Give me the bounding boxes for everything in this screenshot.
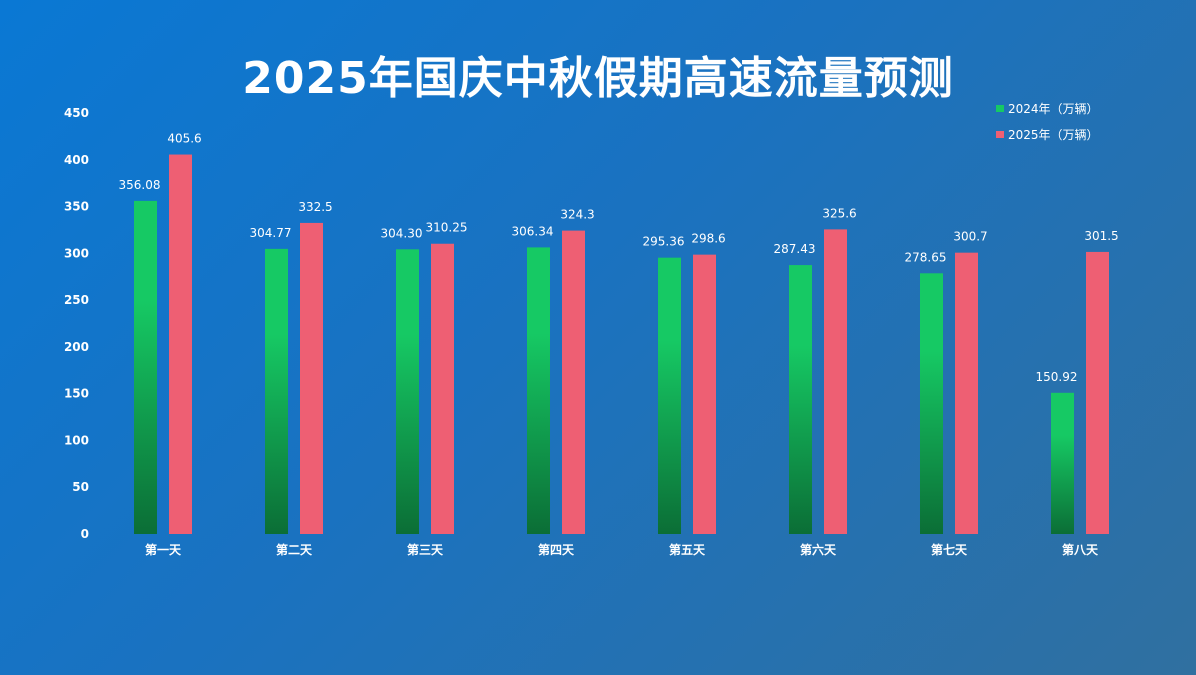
- y-tick-label: 350: [64, 200, 89, 214]
- bar-2025: [693, 254, 716, 534]
- chart-title: 2025年国庆中秋假期高速流量预测: [242, 53, 954, 104]
- bar-2025: [562, 230, 585, 534]
- data-label: 324.3: [560, 208, 594, 222]
- bar-2025: [169, 154, 192, 534]
- y-tick-label: 100: [64, 433, 89, 447]
- data-label: 295.36: [643, 235, 685, 249]
- bar-2024: [134, 200, 157, 534]
- x-tick-label: 第六天: [800, 542, 837, 557]
- bar-2025: [1086, 251, 1109, 534]
- x-tick-label: 第二天: [276, 542, 313, 557]
- x-tick-label: 第三天: [407, 542, 444, 557]
- data-label: 306.34: [512, 224, 554, 238]
- bar-2024: [396, 249, 419, 535]
- bar-2025: [955, 252, 978, 534]
- x-tick-label: 第七天: [931, 542, 968, 557]
- data-label: 298.6: [691, 232, 725, 246]
- y-tick-label: 200: [64, 340, 89, 354]
- bar-2024: [527, 247, 550, 534]
- bar-2025: [431, 243, 454, 534]
- bar-2024: [658, 257, 681, 534]
- legend-swatch: [996, 104, 1004, 112]
- x-tick-label: 第八天: [1062, 542, 1099, 557]
- data-label: 356.08: [119, 178, 161, 192]
- data-label: 304.77: [250, 226, 292, 240]
- y-tick-label: 250: [64, 293, 89, 307]
- data-label: 304.30: [381, 226, 423, 240]
- bar-2024: [920, 273, 943, 534]
- y-tick-label: 400: [64, 153, 89, 167]
- data-label: 332.5: [298, 200, 332, 214]
- x-tick-label: 第四天: [538, 542, 575, 557]
- legend-label: 2025年（万辆）: [1008, 127, 1099, 142]
- y-tick-label: 0: [81, 527, 89, 541]
- y-tick-label: 150: [64, 387, 89, 401]
- data-label: 310.25: [426, 221, 468, 235]
- legend-item-2024[interactable]: 2024年（万辆）: [996, 95, 1099, 121]
- data-label: 300.7: [953, 230, 987, 244]
- bar-2024: [265, 248, 288, 534]
- y-tick-label: 300: [64, 246, 89, 260]
- legend-swatch: [996, 130, 1004, 138]
- data-label: 405.6: [167, 132, 201, 146]
- data-label: 301.5: [1084, 229, 1118, 243]
- data-label: 150.92: [1036, 370, 1078, 384]
- legend: 2024年（万辆） 2025年（万辆）: [996, 95, 1099, 147]
- bar-2024: [1051, 392, 1074, 534]
- x-tick-label: 第一天: [145, 542, 182, 557]
- data-label: 278.65: [905, 250, 947, 264]
- y-tick-label: 50: [72, 480, 89, 494]
- bar-2024: [789, 265, 812, 534]
- data-label: 287.43: [774, 242, 816, 256]
- y-tick-label: 450: [64, 106, 89, 120]
- bar-2025: [824, 229, 847, 534]
- bar-2025: [300, 222, 323, 534]
- legend-item-2025[interactable]: 2025年（万辆）: [996, 121, 1099, 147]
- x-tick-label: 第五天: [669, 542, 706, 557]
- data-label: 325.6: [822, 206, 856, 220]
- legend-label: 2024年（万辆）: [1008, 101, 1099, 116]
